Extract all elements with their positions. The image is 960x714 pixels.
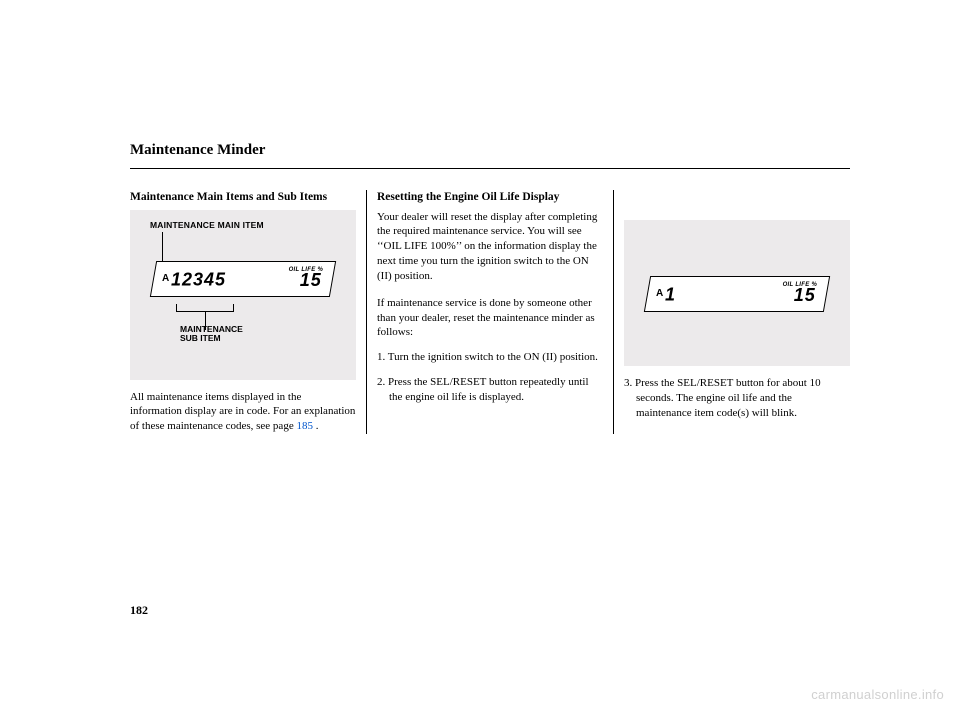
figure-bottom-caption-2: SUB ITEM [180,333,221,343]
page-title: Maintenance Minder [130,142,265,159]
lcd-main-digits: 12345 [171,266,226,292]
column-2: Resetting the Engine Oil Life Display Yo… [366,190,613,434]
col2-para2: If maintenance service is done by someon… [377,296,603,341]
page-number: 182 [130,603,148,618]
content-columns: Maintenance Main Items and Sub Items MAI… [130,190,850,434]
col2-step1: 1. Turn the ignition switch to the ON (I… [377,350,603,365]
figure-reset: OIL LIFE % A 1 15 [624,220,850,366]
lcd-a-label: A [162,272,169,286]
col1-para-end: . [316,420,319,432]
col1-paragraph: All maintenance items displayed in the i… [130,390,356,435]
figure-top-caption: MAINTENANCE MAIN ITEM [150,220,344,231]
col1-para-text: All maintenance items displayed in the i… [130,391,355,433]
lcd-a-label-2: A [656,287,663,301]
col1-heading: Maintenance Main Items and Sub Items [130,190,356,206]
manual-page: Maintenance Minder Maintenance Main Item… [0,0,960,714]
col2-para1: Your dealer will reset the display after… [377,210,603,284]
col2-step2: 2. Press the SEL/RESET button repeatedly… [377,375,603,405]
watermark: carmanualsonline.info [811,687,944,702]
lcd-display: OIL LIFE % A 12345 15 [150,261,336,297]
callout-line-top [162,232,163,264]
lcd-display-2: OIL LIFE % A 1 15 [644,276,830,312]
lcd-oil-value-2: 15 [794,283,816,307]
lcd-oil-value: 15 [300,268,322,292]
col3-step3: 3. Press the SEL/RESET button for about … [624,376,850,421]
callout-line-bottom [205,312,206,330]
lcd-main-digits-2: 1 [665,281,676,307]
lcd-display-wrap: OIL LIFE % A 12345 15 [153,261,333,297]
lcd-display-wrap-2: OIL LIFE % A 1 15 [647,276,827,312]
col2-heading: Resetting the Engine Oil Life Display [377,190,603,206]
figure-main-items: MAINTENANCE MAIN ITEM OIL LIFE % A 12345… [130,210,356,380]
page-link-185[interactable]: 185 [296,420,313,432]
column-1: Maintenance Main Items and Sub Items MAI… [130,190,366,434]
callout-bracket [176,304,234,312]
column-3: OIL LIFE % A 1 15 3. Press the SEL/RESET… [613,190,850,434]
page-rule [130,168,850,169]
